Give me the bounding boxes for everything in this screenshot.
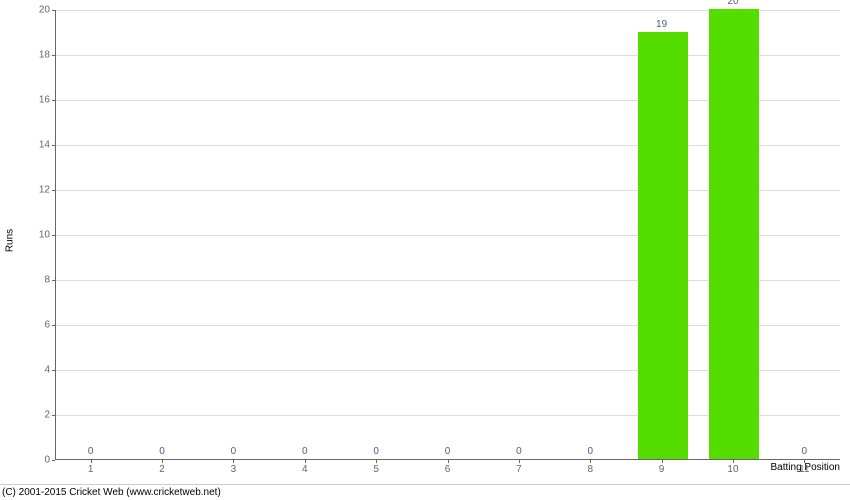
- y-tick-label: 16: [10, 95, 50, 106]
- x-tick-mark: [733, 460, 734, 463]
- x-tick-mark: [448, 460, 449, 463]
- y-tick-mark: [52, 370, 55, 371]
- x-tick-label: 5: [373, 464, 379, 475]
- x-tick-label: 7: [516, 464, 522, 475]
- x-tick-label: 4: [302, 464, 308, 475]
- bar-value-label: 0: [516, 446, 522, 457]
- bar-value-label: 0: [802, 446, 808, 457]
- y-tick-mark: [52, 415, 55, 416]
- bar-value-label: 0: [88, 446, 94, 457]
- bar-value-label: 0: [445, 446, 451, 457]
- y-tick-mark: [52, 10, 55, 11]
- x-tick-mark: [233, 460, 234, 463]
- y-tick-mark: [52, 100, 55, 101]
- chart-container: Runs Batting Position 024681012141618201…: [0, 0, 850, 485]
- y-tick-label: 12: [10, 185, 50, 196]
- x-tick-label: 1: [88, 464, 94, 475]
- x-tick-mark: [162, 460, 163, 463]
- x-tick-mark: [376, 460, 377, 463]
- x-tick-label: 3: [231, 464, 237, 475]
- x-tick-label: 11: [799, 464, 809, 475]
- y-tick-label: 20: [10, 5, 50, 16]
- y-tick-label: 0: [10, 455, 50, 466]
- y-tick-mark: [52, 325, 55, 326]
- bar-value-label: 19: [656, 19, 667, 30]
- bar-value-label: 20: [727, 0, 738, 7]
- x-tick-mark: [804, 460, 805, 463]
- x-tick-label: 6: [445, 464, 451, 475]
- y-tick-mark: [52, 145, 55, 146]
- bar-value-label: 0: [373, 446, 379, 457]
- y-tick-mark: [52, 55, 55, 56]
- x-tick-mark: [590, 460, 591, 463]
- x-tick-mark: [662, 460, 663, 463]
- y-tick-label: 14: [10, 140, 50, 151]
- x-tick-mark: [305, 460, 306, 463]
- copyright-divider: [0, 484, 850, 485]
- bar-value-label: 0: [231, 446, 237, 457]
- bar-value-label: 0: [159, 446, 165, 457]
- y-tick-label: 8: [10, 275, 50, 286]
- x-tick-label: 10: [727, 464, 738, 475]
- bar-value-label: 0: [587, 446, 593, 457]
- y-tick-label: 2: [10, 410, 50, 421]
- x-tick-label: 2: [159, 464, 165, 475]
- plot-area: [55, 10, 840, 460]
- bar: [709, 9, 759, 459]
- y-tick-label: 10: [10, 230, 50, 241]
- x-tick-mark: [91, 460, 92, 463]
- bar: [638, 32, 688, 460]
- y-tick-mark: [52, 235, 55, 236]
- x-tick-label: 8: [587, 464, 593, 475]
- y-tick-mark: [52, 190, 55, 191]
- x-tick-label: 9: [659, 464, 665, 475]
- y-tick-label: 6: [10, 320, 50, 331]
- bar-value-label: 0: [302, 446, 308, 457]
- copyright-text: (C) 2001-2015 Cricket Web (www.cricketwe…: [2, 487, 221, 498]
- y-tick-label: 4: [10, 365, 50, 376]
- y-tick-label: 18: [10, 50, 50, 61]
- y-tick-mark: [52, 280, 55, 281]
- y-tick-mark: [52, 460, 55, 461]
- x-tick-mark: [519, 460, 520, 463]
